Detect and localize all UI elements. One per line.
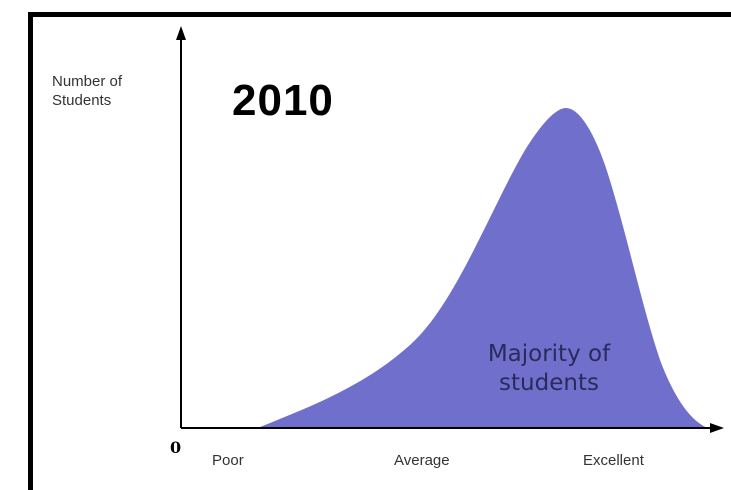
y-axis-arrowhead xyxy=(176,26,186,40)
majority-annotation: Majority of students xyxy=(487,341,611,396)
year-title: 2010 xyxy=(232,76,334,125)
x-tick-poor: Poor xyxy=(212,452,244,469)
frame-border-top xyxy=(28,12,731,17)
frame-border-left xyxy=(28,12,33,490)
x-axis-arrowhead xyxy=(710,423,724,433)
origin-label: 0 xyxy=(170,438,182,457)
y-axis-label: Number of Students xyxy=(52,73,123,109)
x-tick-average: Average xyxy=(394,452,450,469)
x-tick-excellent: Excellent xyxy=(583,452,644,469)
distribution-curve xyxy=(258,108,708,428)
